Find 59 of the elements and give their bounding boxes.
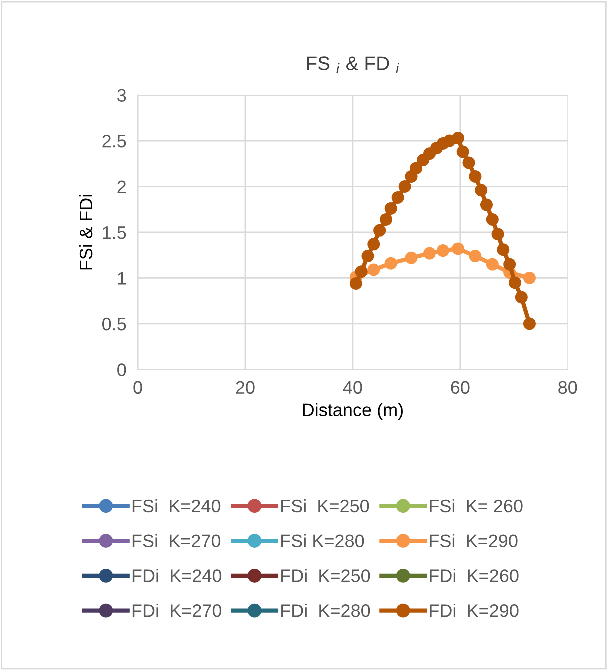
x-tick-label: 0 [134,381,142,394]
y-tick-label: 2 [118,180,126,194]
legend-label: FSi K=290 [430,534,518,548]
y-tick-label: 1.5 [103,226,126,240]
legend-label: FSi K=270 [132,534,221,548]
legend-label: FDi K=280 [282,604,370,618]
y-tick-label: 0 [118,364,126,376]
point [452,242,465,256]
y-tick-label: 3 [118,89,126,102]
point [480,198,493,212]
x-axis-title: Distance (m) [303,403,403,420]
legend-label: FDi K=270 [132,604,222,618]
legend-label: FDi K=290 [430,604,519,618]
point [462,156,476,170]
legend-label: FSi K= 260 [430,499,523,513]
point [424,247,436,260]
point [469,170,482,183]
point [384,202,398,215]
legend-label: FSi K=250 [282,499,370,513]
point [405,252,418,264]
point [492,228,504,241]
point [368,238,380,251]
point [350,277,362,290]
point [452,132,465,145]
point [436,244,450,258]
legend-label: FDi K=260 [430,569,519,582]
point [508,276,522,290]
legend-label: FSi K=280 [282,534,364,548]
point [486,258,499,271]
x-tick-label: 20 [236,381,255,394]
point [469,250,482,263]
legend-label: FSi K=240 [132,499,221,513]
y-axis-title: FSi & FDi [79,195,93,270]
x-tick-label: 60 [451,381,470,394]
point [368,264,380,276]
point [515,291,528,304]
legend-label: FDi K=240 [132,569,222,582]
chart-title: FS $_{i}$ & FD $_{i}$ [307,56,400,74]
point [523,272,536,284]
legend-label: FDi K=250 [282,569,370,582]
point [355,266,368,278]
y-tick-label: 1 [118,272,126,285]
point [410,162,423,175]
point [374,224,386,237]
point [523,318,536,330]
x-tick-label: 80 [558,381,578,394]
point [380,213,393,226]
point [475,184,488,197]
point [456,146,470,158]
point [504,258,516,271]
point [486,213,499,226]
point [384,257,398,270]
point [392,191,404,204]
point [497,244,510,256]
x-tick-label: 40 [343,381,362,394]
y-tick-label: 0.5 [102,318,126,331]
point [398,180,412,194]
y-tick-label: 2.5 [102,134,126,148]
point [362,250,374,263]
